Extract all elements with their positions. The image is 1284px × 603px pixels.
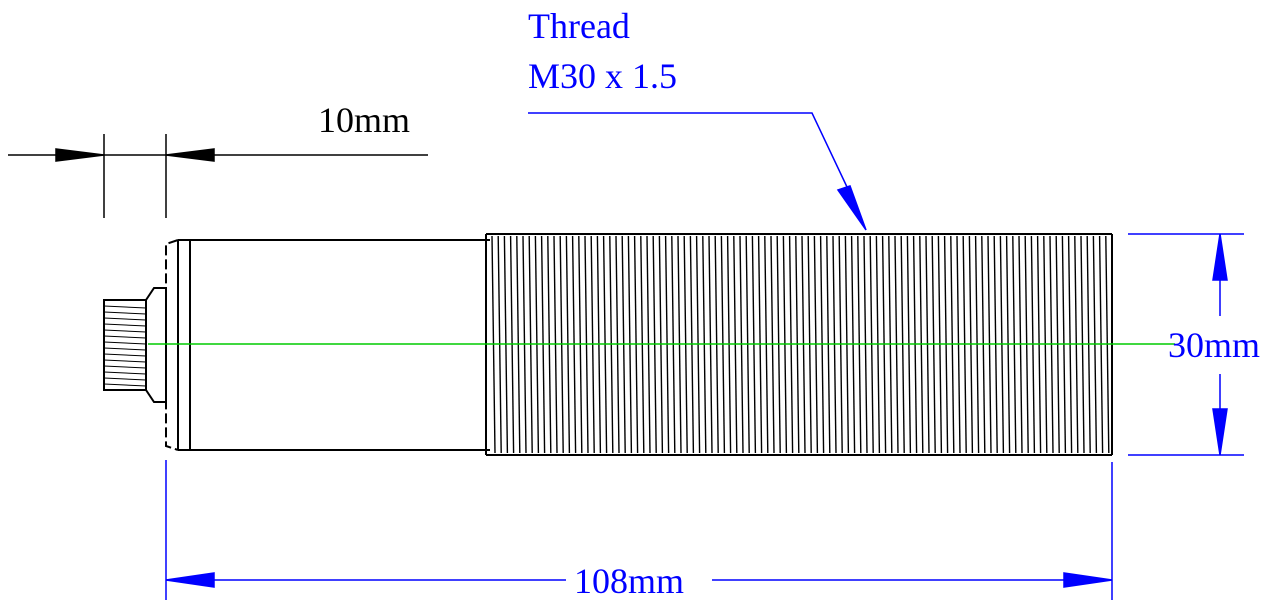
connector-thread-line — [103, 317, 147, 321]
arrow-down — [1212, 408, 1228, 456]
connector-thread-line — [103, 377, 147, 381]
width-dimension — [8, 134, 428, 218]
width-label: 10mm — [318, 100, 410, 140]
connector-thread-line — [103, 341, 147, 345]
thread-label-line1: Thread — [528, 6, 630, 46]
length-dimension — [165, 460, 1113, 600]
arrow-right-end — [1063, 572, 1113, 588]
connector-thread-line — [103, 359, 147, 363]
thread-label-line2: M30 x 1.5 — [528, 56, 677, 96]
smooth-barrel — [178, 239, 490, 451]
leader-arrowhead — [836, 185, 867, 231]
diameter-label: 30mm — [1168, 325, 1260, 365]
connector-thread-line — [103, 371, 147, 375]
connector-thread-line — [103, 353, 147, 357]
diameter-dimension — [1128, 233, 1244, 456]
connector-thread-line — [103, 383, 147, 387]
connector-thread-line — [103, 347, 147, 351]
connector-thread-line — [103, 305, 147, 309]
length-label: 108mm — [574, 561, 684, 601]
connector-thread-line — [103, 365, 147, 369]
end-cap — [165, 239, 179, 451]
connector-thread-line — [103, 311, 147, 315]
connector — [103, 287, 167, 403]
arrow-up — [1212, 233, 1228, 281]
arrow-right — [55, 148, 105, 162]
arrow-left-end — [165, 572, 215, 588]
thread-leader — [528, 112, 867, 231]
connector-thread-line — [103, 329, 147, 333]
connector-thread-line — [103, 323, 147, 327]
connector-thread-line — [103, 335, 147, 339]
arrow-left — [165, 148, 215, 162]
